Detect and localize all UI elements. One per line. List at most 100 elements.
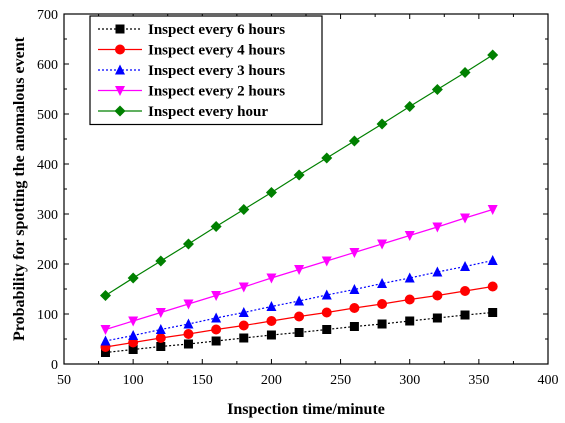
data-point [460, 310, 470, 320]
data-point [183, 318, 194, 329]
data-point [294, 265, 305, 275]
data-point [377, 299, 388, 309]
axes: 50 100 150 200 250 300 350 400 0 100 200 300 400 500 6… [37, 8, 559, 388]
x-tick-label: 150 [192, 373, 213, 388]
data-point [349, 284, 360, 294]
data-point [294, 295, 305, 306]
legend-label: Inspect every 6 hours [148, 22, 285, 38]
y-tick-label: 0 [51, 358, 58, 373]
data-point [211, 312, 222, 323]
data-point [432, 222, 443, 233]
x-tick-label: 300 [399, 373, 420, 388]
data-point [238, 204, 250, 215]
data-point [155, 255, 167, 267]
data-point [377, 319, 387, 329]
data-point [183, 299, 194, 310]
data-point [348, 135, 360, 147]
x-tick-label: 350 [468, 373, 489, 388]
data-point [155, 324, 166, 334]
plot-area [99, 49, 499, 357]
data-point [404, 294, 415, 305]
data-point [349, 322, 359, 331]
legend-marker [115, 64, 125, 75]
data-point [404, 101, 416, 112]
data-point [127, 272, 139, 284]
data-point [183, 329, 194, 339]
series-line [105, 311, 493, 354]
data-point [349, 303, 360, 313]
data-point [404, 231, 415, 241]
data-point [376, 118, 388, 130]
data-point [404, 272, 415, 283]
data-point [155, 308, 166, 318]
data-point [266, 330, 276, 340]
x-tick-label: 400 [538, 373, 559, 388]
legend-label: Inspect every 2 hours [148, 84, 285, 100]
data-point [488, 308, 498, 317]
series-5 [99, 49, 499, 301]
legend-marker [115, 24, 125, 34]
y-tick-label: 200 [37, 258, 58, 273]
data-point [238, 307, 249, 317]
x-tick-label: 200 [261, 373, 282, 388]
data-point [460, 213, 471, 224]
data-point [266, 273, 277, 284]
data-point [349, 248, 360, 258]
data-point [293, 169, 305, 181]
legend-item: Inspect every 6 hours [98, 22, 285, 38]
data-point [321, 256, 332, 267]
y-tick-label: 100 [37, 308, 58, 323]
legend-item: Inspect every 4 hours [98, 43, 285, 59]
data-point [294, 328, 304, 337]
data-point [211, 336, 221, 346]
data-point [182, 238, 194, 250]
legend-box [89, 15, 323, 126]
legend-label: Inspect every 3 hours [148, 63, 285, 79]
legend-marker [114, 105, 126, 117]
data-point [294, 311, 305, 322]
data-point [487, 281, 498, 292]
y-tick-label: 300 [37, 208, 58, 223]
data-point [405, 316, 415, 326]
data-point [459, 67, 471, 78]
data-point [377, 239, 388, 250]
x-axis-title: Inspection time/minute [227, 401, 385, 418]
series-1 [100, 308, 498, 357]
data-point [431, 84, 443, 95]
data-point [100, 348, 110, 357]
data-point [183, 339, 193, 349]
data-point [100, 325, 111, 335]
data-point [239, 333, 249, 343]
x-tick-label: 100 [123, 373, 144, 388]
data-point [321, 152, 333, 164]
data-point [265, 187, 277, 198]
data-point [238, 282, 249, 293]
data-point [432, 266, 443, 277]
y-tick-label: 700 [37, 8, 58, 23]
data-point [266, 316, 277, 326]
data-point [487, 49, 499, 61]
data-point [211, 324, 222, 335]
y-axis-title: Probability for spotting the anomalous e… [11, 36, 28, 341]
y-tick-label: 400 [37, 158, 58, 173]
data-point [377, 278, 388, 288]
legend-label: Inspect every hour [148, 104, 268, 120]
data-point [128, 316, 139, 327]
x-tick-label: 250 [330, 373, 351, 388]
legend-marker [115, 86, 125, 96]
legend-marker [115, 44, 125, 55]
legend: Inspect every 6 hours Inspect every 4 hou… [89, 15, 323, 126]
data-point [155, 333, 166, 343]
data-point [266, 301, 277, 311]
series-4 [100, 205, 498, 335]
data-point [210, 221, 222, 232]
data-point [321, 307, 332, 318]
legend-item: Inspect every hour [98, 104, 268, 120]
data-point [432, 313, 442, 323]
legend-item: Inspect every 2 hours [98, 84, 285, 100]
data-point [128, 330, 139, 340]
x-tick-label: 50 [57, 373, 71, 388]
data-point [322, 325, 332, 334]
